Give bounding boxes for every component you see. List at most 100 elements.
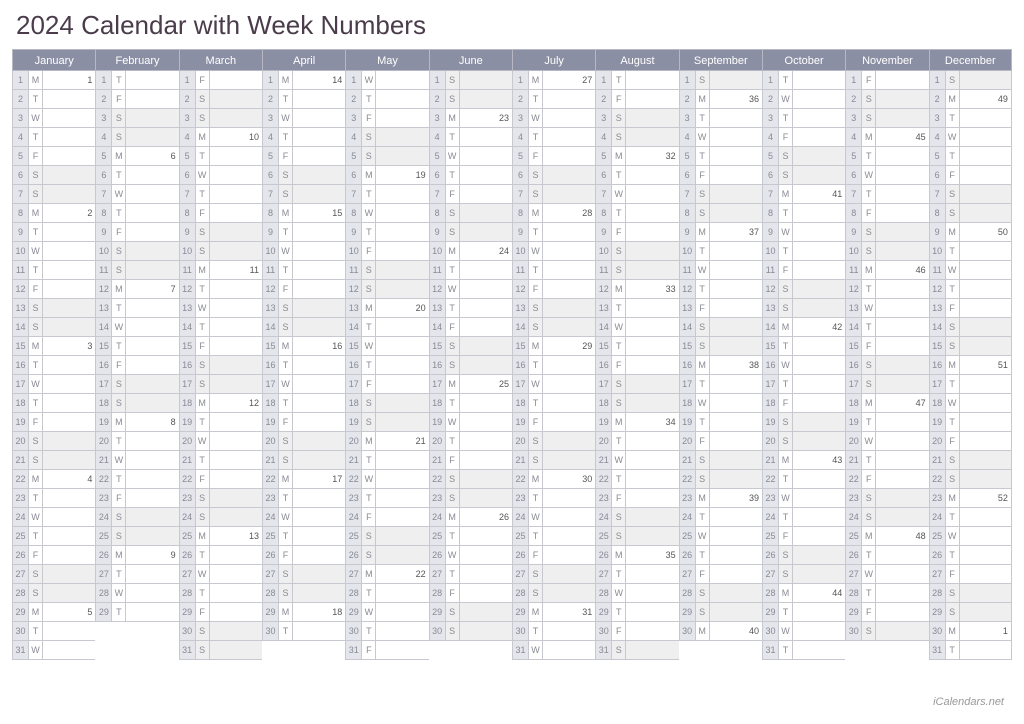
day-of-week: T [28,622,42,641]
day-number: 10 [262,242,278,261]
day-of-week: T [861,280,875,299]
day-number: 7 [595,185,611,204]
day-row: 25T [12,527,95,546]
day-of-week: T [445,166,459,185]
day-content: 31 [542,603,595,622]
day-row: 23F [95,489,178,508]
day-number: 18 [95,394,111,413]
day-of-week: W [445,147,459,166]
day-number: 22 [262,470,278,489]
day-number: 24 [95,508,111,527]
day-row: 20S [762,432,845,451]
day-of-week: M [278,337,292,356]
day-row: 18M12 [179,394,262,413]
day-number: 21 [762,451,778,470]
day-of-week: T [945,242,959,261]
day-content [875,299,928,318]
day-number: 25 [762,527,778,546]
day-row: 27W [179,565,262,584]
day-number: 2 [679,90,695,109]
day-content [459,261,512,280]
day-number: 13 [679,299,695,318]
day-number: 21 [345,451,361,470]
day-content [125,185,178,204]
day-content [375,147,428,166]
day-of-week: S [611,375,625,394]
day-of-week: S [778,432,792,451]
day-number: 12 [845,280,861,299]
day-of-week: T [28,261,42,280]
day-row: 6S [512,166,595,185]
day-content [459,337,512,356]
month-column: October1T2W3T4F5S6S7M418T9W10T11F12S13S1… [762,49,845,660]
day-number: 9 [845,223,861,242]
day-content [792,223,845,242]
day-number: 5 [679,147,695,166]
day-number: 9 [679,223,695,242]
day-content [792,71,845,90]
day-content [125,318,178,337]
day-of-week: S [28,185,42,204]
day-row: 23M39 [679,489,762,508]
day-number: 3 [429,109,445,128]
day-of-week: T [695,280,709,299]
day-of-week: W [361,204,375,223]
day-row: 19W [429,413,512,432]
day-number: 30 [345,622,361,641]
day-number: 21 [929,451,945,470]
day-content [292,242,345,261]
day-content [792,356,845,375]
day-row: 27M22 [345,565,428,584]
day-row: 25M48 [845,527,928,546]
day-number: 17 [179,375,195,394]
day-number: 15 [762,337,778,356]
day-content: 7 [125,280,178,299]
day-row: 20T [429,432,512,451]
day-row: 17W [262,375,345,394]
day-number: 8 [845,204,861,223]
day-of-week: S [28,299,42,318]
day-of-week: S [28,318,42,337]
day-number: 20 [262,432,278,451]
day-number: 25 [845,527,861,546]
day-row: 27S [262,565,345,584]
day-number: 25 [512,527,528,546]
day-of-week: T [111,432,125,451]
day-row: 10S [95,242,178,261]
day-content [959,508,1012,527]
day-of-week: F [778,527,792,546]
day-number: 18 [179,394,195,413]
day-number: 24 [429,508,445,527]
day-row: 24S [595,508,678,527]
day-of-week: W [611,318,625,337]
day-number: 11 [512,261,528,280]
day-number: 17 [262,375,278,394]
day-row: 31T [929,641,1012,660]
day-of-week: W [445,280,459,299]
day-number: 6 [429,166,445,185]
day-number: 6 [679,166,695,185]
day-number: 21 [262,451,278,470]
day-of-week: S [945,318,959,337]
day-of-week: S [445,90,459,109]
day-of-week: S [611,394,625,413]
day-of-week: T [611,299,625,318]
day-number: 3 [595,109,611,128]
day-content [209,318,262,337]
day-content [459,394,512,413]
day-of-week: S [361,527,375,546]
day-number: 17 [762,375,778,394]
day-of-week: T [778,508,792,527]
day-content [625,90,678,109]
day-content [542,489,595,508]
day-content: 8 [125,413,178,432]
day-of-week: F [278,280,292,299]
day-number: 3 [679,109,695,128]
day-number: 21 [12,451,28,470]
day-of-week: S [778,413,792,432]
day-number: 8 [179,204,195,223]
day-row: 28S [679,584,762,603]
day-content [709,546,762,565]
day-row: 15F [179,337,262,356]
day-content [625,185,678,204]
